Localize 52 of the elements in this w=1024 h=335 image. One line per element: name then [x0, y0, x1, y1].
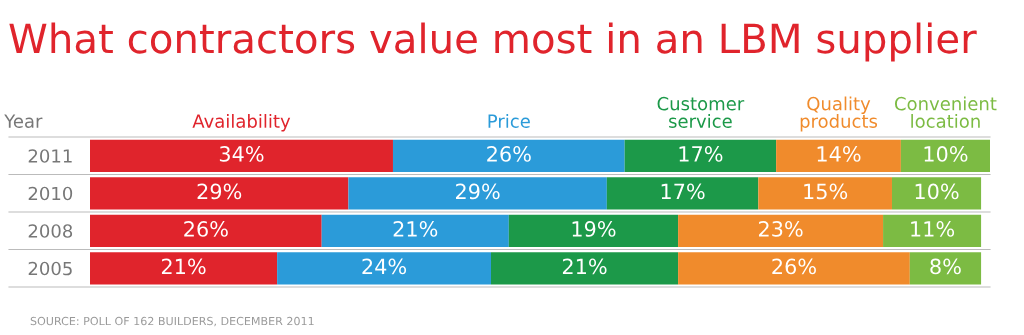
- bar: [678, 214, 884, 247]
- chart-title: What contractors value most in an LBM supplier: [9, 22, 977, 62]
- series-label: Quality products: [800, 96, 878, 132]
- data-label: 21%: [161, 258, 206, 275]
- y-tick-label: 2011: [28, 149, 72, 163]
- data-label: 29%: [456, 183, 500, 200]
- bar: [776, 139, 901, 172]
- series-label: Customer service: [657, 96, 745, 128]
- data-label: 8%: [930, 258, 961, 275]
- data-label: 26%: [184, 221, 228, 237]
- data-label: 19%: [572, 221, 616, 237]
- data-label: 17%: [679, 146, 723, 162]
- data-label: 29%: [197, 183, 242, 200]
- data-label: 21%: [393, 221, 438, 237]
- data-label: 26%: [487, 146, 531, 162]
- bar: [606, 177, 759, 210]
- bar: [678, 252, 910, 285]
- data-label: 17%: [661, 183, 705, 200]
- bar: [891, 177, 982, 210]
- y-tick-label: 2008: [28, 224, 73, 238]
- data-label: 11%: [911, 221, 955, 237]
- bar: [277, 252, 491, 285]
- y-tick-label: 2010: [28, 186, 73, 201]
- bar: [900, 139, 990, 172]
- bar: [90, 214, 322, 247]
- bar: [90, 252, 278, 285]
- data-label: 10%: [924, 146, 968, 162]
- data-label: 21%: [562, 258, 607, 275]
- series-label: Availability: [192, 113, 291, 132]
- bar: [758, 177, 892, 210]
- bar: [508, 214, 679, 247]
- y-axis-title: Year: [4, 114, 43, 128]
- bar: [90, 139, 393, 172]
- bar: [321, 214, 509, 247]
- data-label: 14%: [817, 146, 861, 162]
- bar: [348, 177, 607, 210]
- series-label: Convenient location: [894, 96, 997, 128]
- data-label: 15%: [804, 183, 848, 200]
- data-label: 23%: [758, 221, 803, 237]
- bar: [883, 214, 982, 247]
- data-label: 10%: [915, 183, 959, 200]
- bar: [909, 252, 982, 285]
- data-label: 34%: [219, 146, 264, 162]
- source-note: SOURCE: POLL OF 162 BUILDERS, DECEMBER 2011: [30, 316, 314, 327]
- series-label: Price: [488, 113, 530, 128]
- y-tick-label: 2005: [28, 261, 72, 276]
- data-label: 26%: [772, 258, 816, 275]
- bar: [392, 139, 625, 172]
- bar: [490, 252, 679, 285]
- data-label: 24%: [362, 258, 407, 275]
- bar: [90, 177, 349, 210]
- bar: [624, 139, 777, 172]
